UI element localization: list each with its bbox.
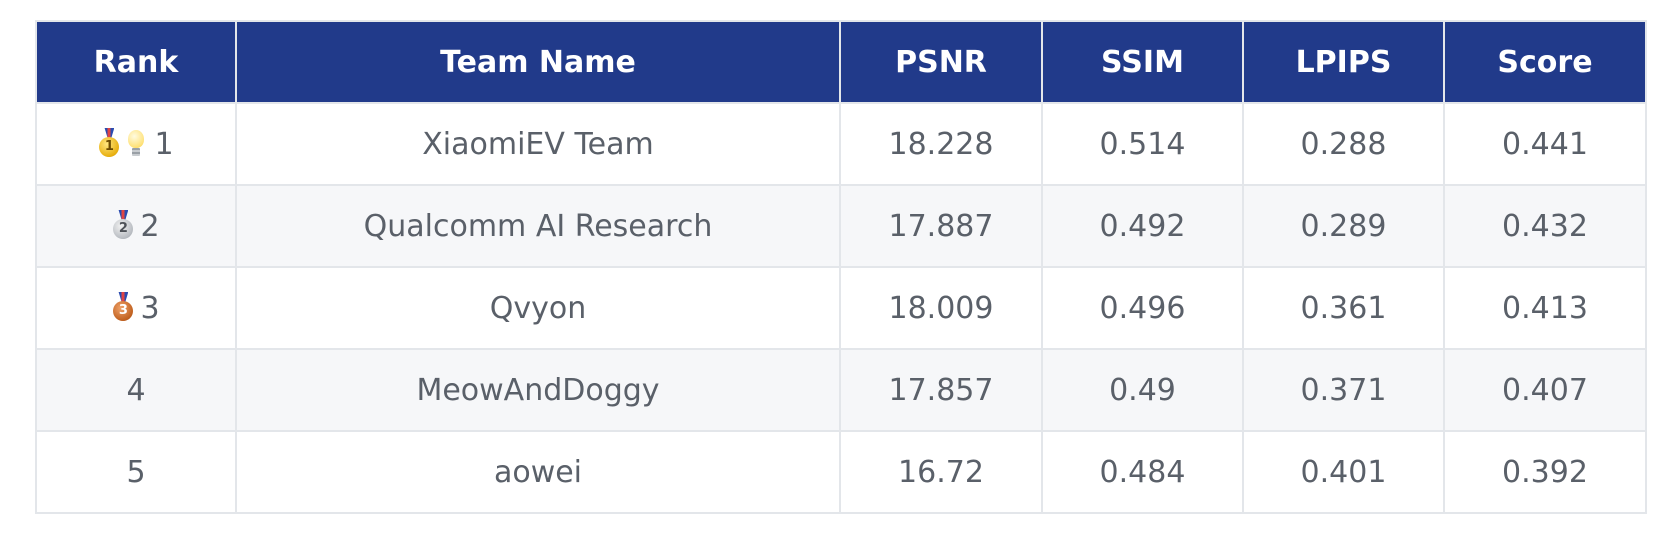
psnr-cell: 16.72: [839, 430, 1043, 514]
silver-medal-icon: 2: [112, 209, 134, 240]
header-rank: Rank: [35, 20, 237, 104]
lpips-cell: 0.401: [1242, 430, 1445, 514]
team-name-cell: Qualcomm AI Research: [235, 184, 841, 268]
psnr-cell: 18.009: [839, 266, 1043, 350]
score-cell: 0.432: [1443, 184, 1647, 268]
rank-cell: 1 1: [35, 102, 237, 186]
psnr-cell: 17.887: [839, 184, 1043, 268]
rank-value: 3: [140, 290, 160, 326]
gold-medal-icon: 1: [98, 127, 120, 158]
table-row: 4 MeowAndDoggy 17.857 0.49 0.371 0.407: [35, 348, 1647, 432]
score-cell: 0.392: [1443, 430, 1647, 514]
header-row: Rank Team Name PSNR SSIM LPIPS Score: [35, 20, 1647, 104]
ssim-cell: 0.492: [1041, 184, 1244, 268]
psnr-cell: 18.228: [839, 102, 1043, 186]
psnr-cell: 17.857: [839, 348, 1043, 432]
header-team-name: Team Name: [235, 20, 841, 104]
table-row: 1 1 XiaomiEV Team 18.228 0.514 0.288 0.4…: [35, 102, 1647, 186]
leaderboard-table: Rank Team Name PSNR SSIM LPIPS Score 1 1…: [35, 20, 1647, 514]
header-psnr: PSNR: [839, 20, 1043, 104]
ssim-cell: 0.484: [1041, 430, 1244, 514]
ssim-cell: 0.49: [1041, 348, 1244, 432]
team-name-cell: XiaomiEV Team: [235, 102, 841, 186]
team-name-cell: Qvyon: [235, 266, 841, 350]
rank-value: 1: [154, 126, 174, 162]
lpips-cell: 0.289: [1242, 184, 1445, 268]
rank-cell: 2 2: [35, 184, 237, 268]
rank-cell: 3 3: [35, 266, 237, 350]
rank-cell: 4: [35, 348, 237, 432]
table-row: 2 2 Qualcomm AI Research 17.887 0.492 0.…: [35, 184, 1647, 268]
table-row: 3 3 Qvyon 18.009 0.496 0.361 0.413: [35, 266, 1647, 350]
lpips-cell: 0.371: [1242, 348, 1445, 432]
header-ssim: SSIM: [1041, 20, 1244, 104]
team-name-cell: MeowAndDoggy: [235, 348, 841, 432]
ssim-cell: 0.496: [1041, 266, 1244, 350]
lpips-cell: 0.288: [1242, 102, 1445, 186]
team-name-cell: aowei: [235, 430, 841, 514]
light-bulb-icon: [126, 128, 146, 158]
rank-value: 2: [140, 208, 160, 244]
header-lpips: LPIPS: [1242, 20, 1445, 104]
score-cell: 0.441: [1443, 102, 1647, 186]
ssim-cell: 0.514: [1041, 102, 1244, 186]
rank-cell: 5: [35, 430, 237, 514]
score-cell: 0.413: [1443, 266, 1647, 350]
lpips-cell: 0.361: [1242, 266, 1445, 350]
leaderboard-container: Rank Team Name PSNR SSIM LPIPS Score 1 1…: [35, 20, 1647, 514]
bronze-medal-icon: 3: [112, 291, 134, 322]
header-score: Score: [1443, 20, 1647, 104]
table-row: 5 aowei 16.72 0.484 0.401 0.392: [35, 430, 1647, 514]
score-cell: 0.407: [1443, 348, 1647, 432]
